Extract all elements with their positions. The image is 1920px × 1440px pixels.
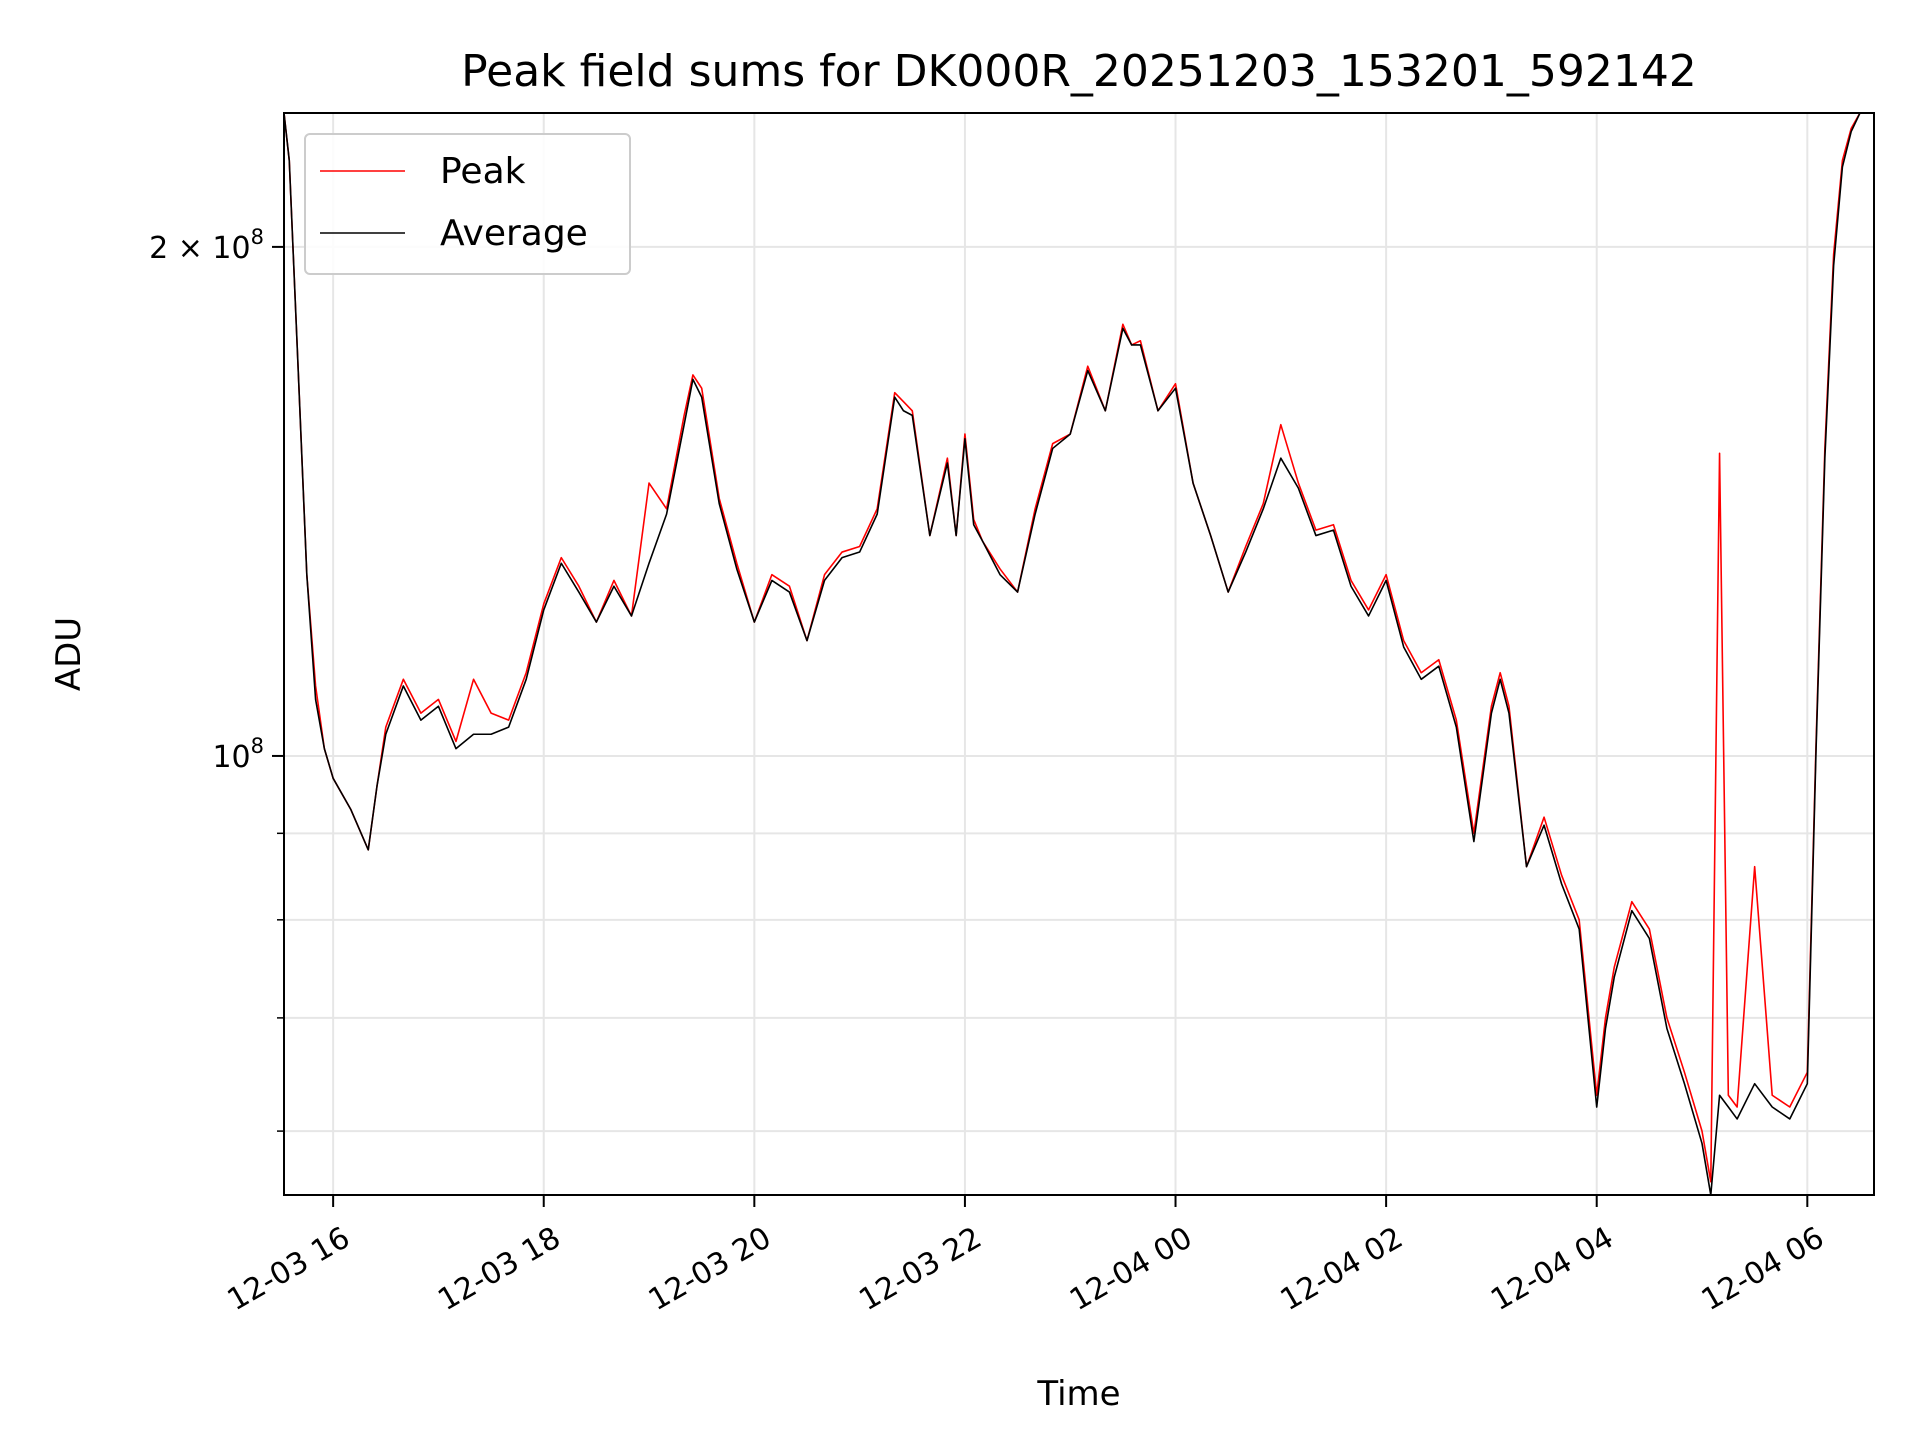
legend-label-average: Average bbox=[440, 213, 588, 254]
grid bbox=[284, 113, 1874, 1195]
x-axis-title: Time bbox=[1036, 1374, 1120, 1414]
y-tick-label: 108 bbox=[212, 734, 264, 775]
legend-label-peak: Peak bbox=[440, 151, 526, 192]
chart-title: Peak field sums for DK000R_20251203_1532… bbox=[461, 46, 1697, 97]
series-layer bbox=[284, 113, 1874, 1195]
plot-frame bbox=[283, 112, 1875, 1196]
legend-box bbox=[304, 133, 631, 275]
y-axis: 108 2 × 108 bbox=[149, 225, 284, 1132]
series-line-average bbox=[284, 113, 1874, 1195]
y-tick-label: 2 × 108 bbox=[149, 225, 264, 266]
y-axis-title: ADU bbox=[49, 617, 89, 691]
legend: Peak Average bbox=[304, 133, 631, 275]
